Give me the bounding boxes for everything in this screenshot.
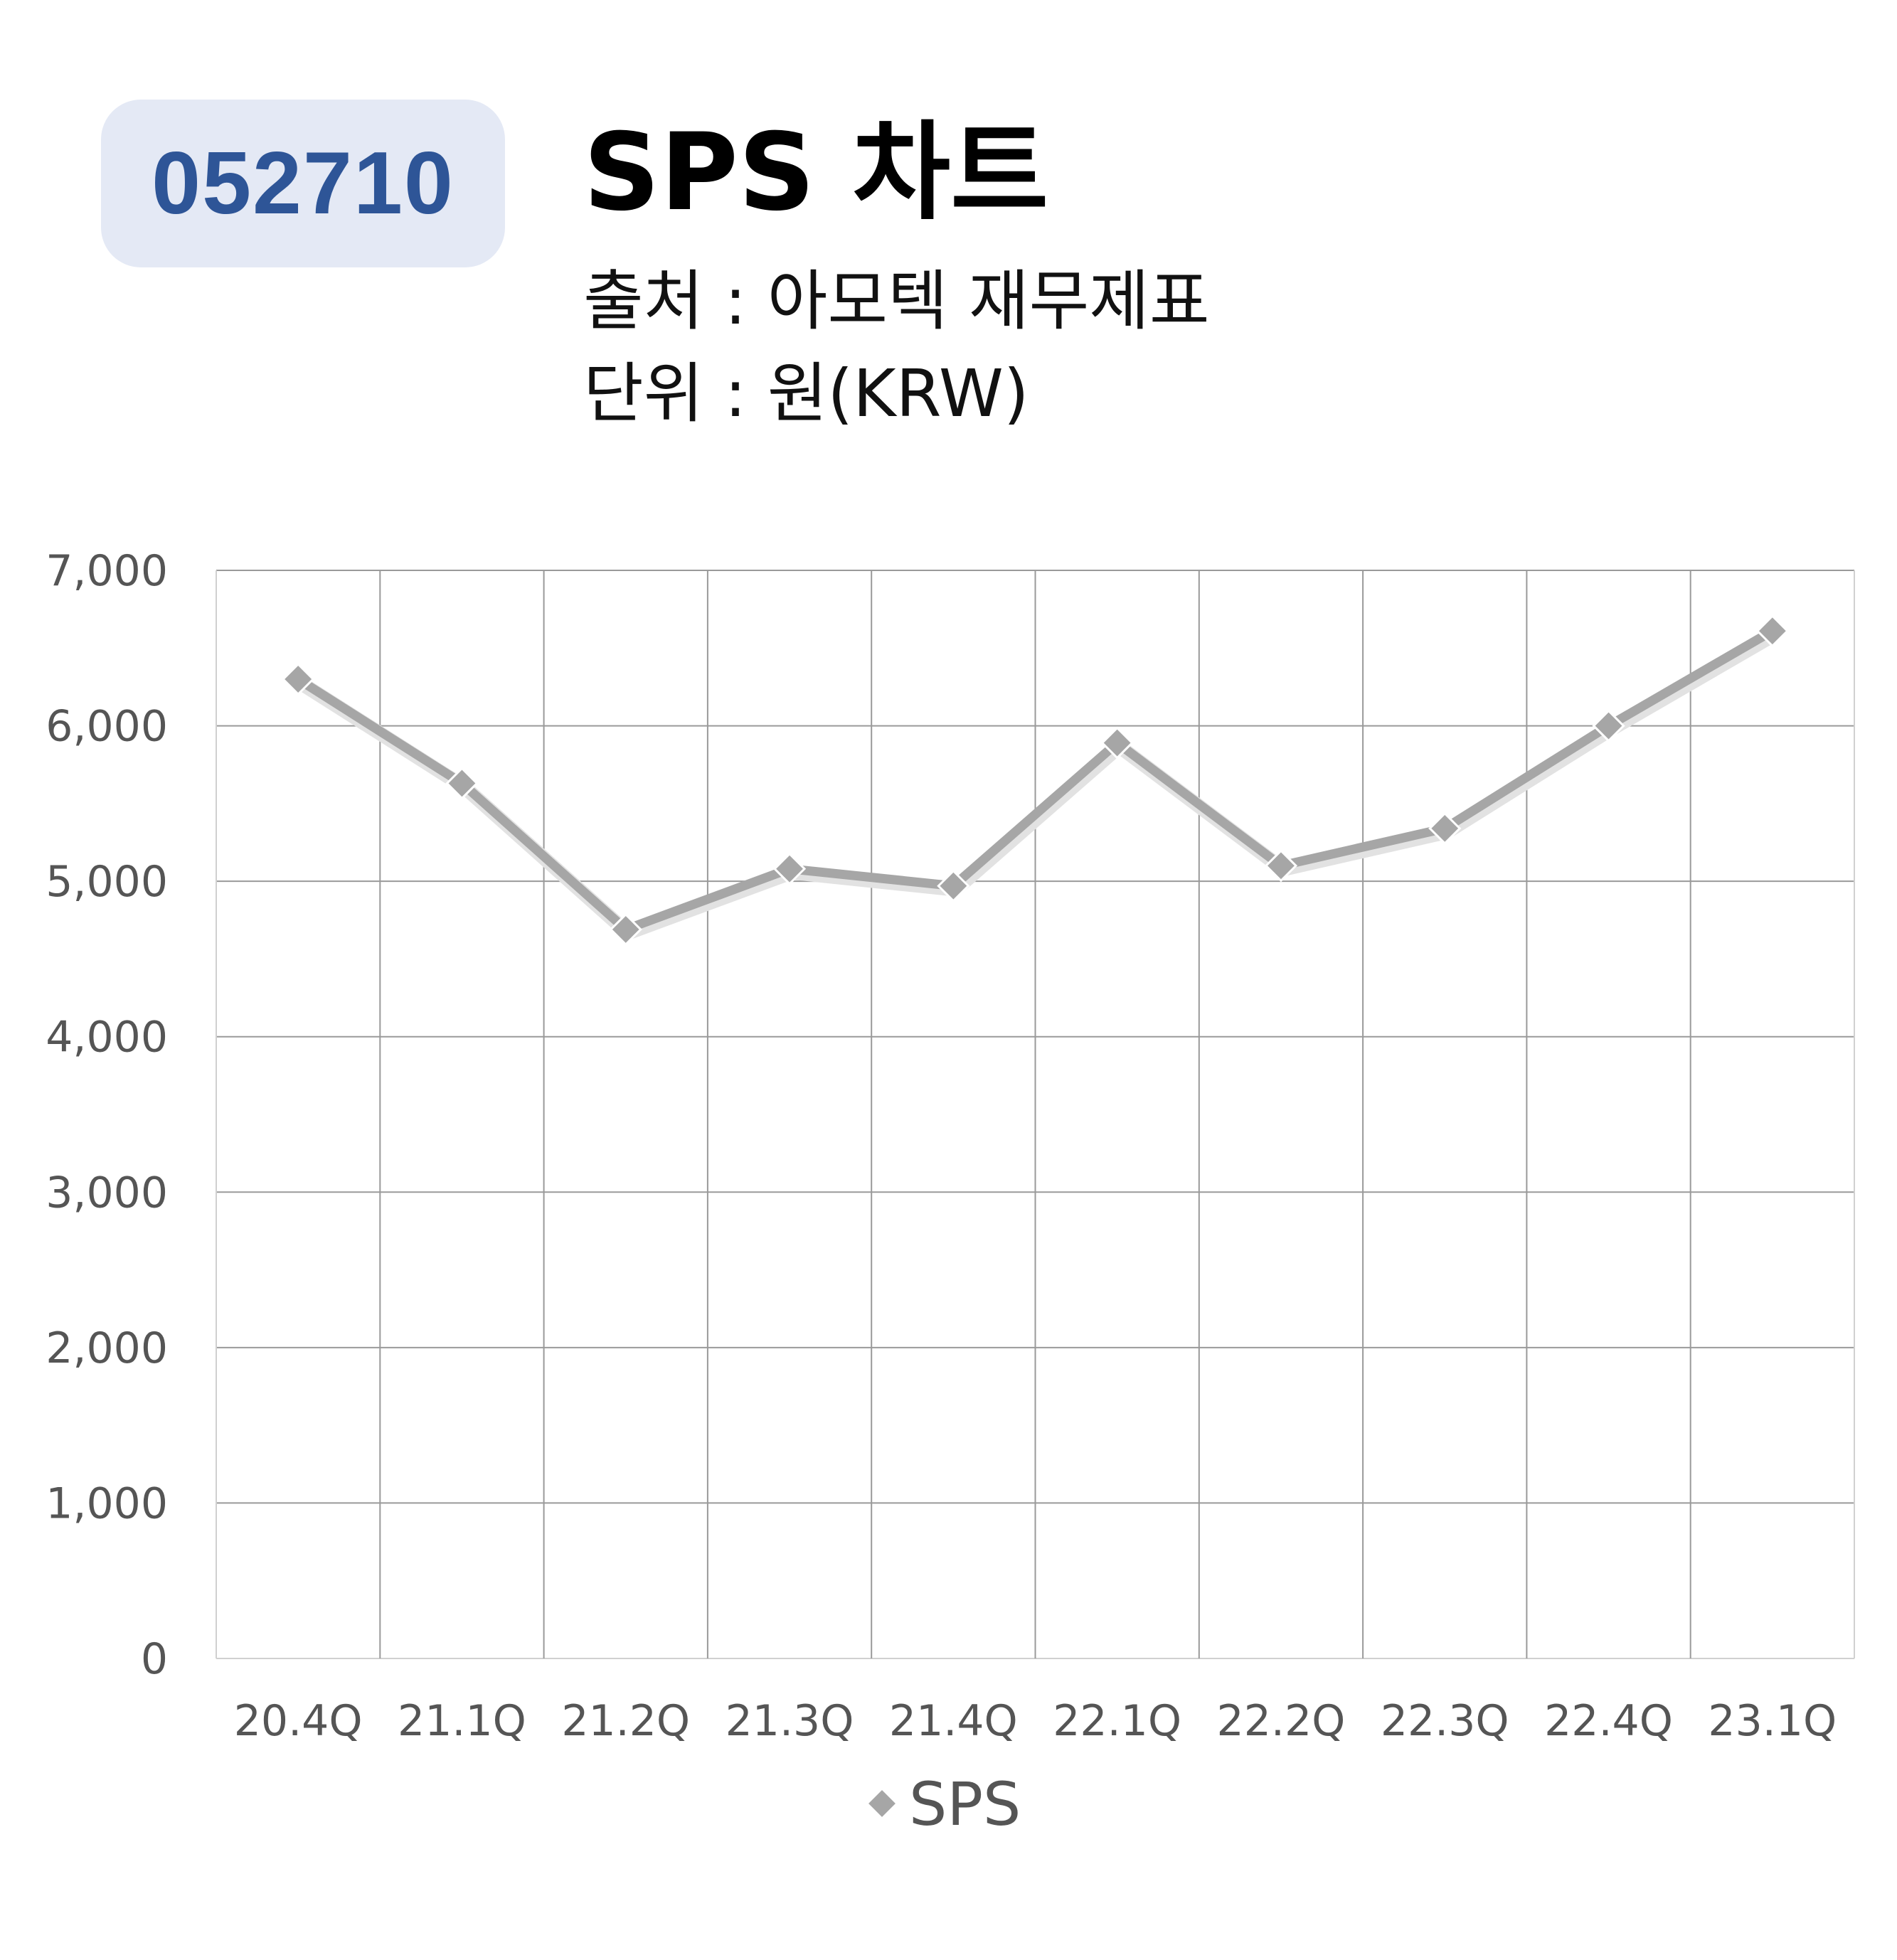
y-tick-label: 2,000	[46, 1323, 168, 1373]
x-tick-label: 23.1Q	[1708, 1696, 1837, 1746]
x-tick-label: 21.1Q	[398, 1696, 526, 1746]
chart-title: SPS 차트	[583, 111, 1049, 235]
unit-label: 단위 : 원(KRW)	[583, 356, 1029, 432]
data-point-marker	[445, 767, 479, 800]
x-tick-label: 20.4Q	[234, 1696, 363, 1746]
y-tick-label: 4,000	[46, 1013, 168, 1062]
series-line	[293, 626, 1778, 934]
y-tick-label: 3,000	[46, 1168, 168, 1218]
x-tick-label: 22.1Q	[1053, 1696, 1181, 1746]
x-tick-label: 22.2Q	[1217, 1696, 1346, 1746]
x-tick-label: 21.2Q	[561, 1696, 690, 1746]
y-tick-label: 6,000	[46, 702, 168, 752]
source-label: 출처 : 아모텍 재무제표	[583, 263, 1210, 339]
y-tick-label: 1,000	[46, 1479, 168, 1528]
data-point-marker	[1100, 726, 1134, 760]
stock-code-badge: 052710	[101, 100, 505, 267]
x-tick-label: 22.3Q	[1381, 1696, 1509, 1746]
x-tick-label: 22.4Q	[1544, 1696, 1673, 1746]
y-tick-label: 5,000	[46, 857, 168, 907]
x-tick-label: 21.3Q	[726, 1696, 854, 1746]
data-point-marker	[1755, 614, 1789, 648]
legend-label: SPS	[909, 1769, 1021, 1839]
data-point-marker	[1264, 849, 1298, 883]
series-line-shadow	[293, 627, 1782, 940]
x-tick-label: 21.4Q	[889, 1696, 1018, 1746]
stock-code: 052710	[152, 134, 455, 233]
data-point-marker	[937, 869, 970, 902]
legend-marker	[865, 1786, 899, 1821]
data-point-marker	[772, 852, 807, 885]
data-point-marker	[1428, 811, 1462, 845]
data-point-marker	[609, 912, 642, 947]
y-tick-label: 7,000	[46, 546, 168, 596]
data-point-marker	[1592, 709, 1625, 742]
data-point-marker	[282, 662, 315, 696]
y-tick-label: 0	[141, 1634, 168, 1684]
